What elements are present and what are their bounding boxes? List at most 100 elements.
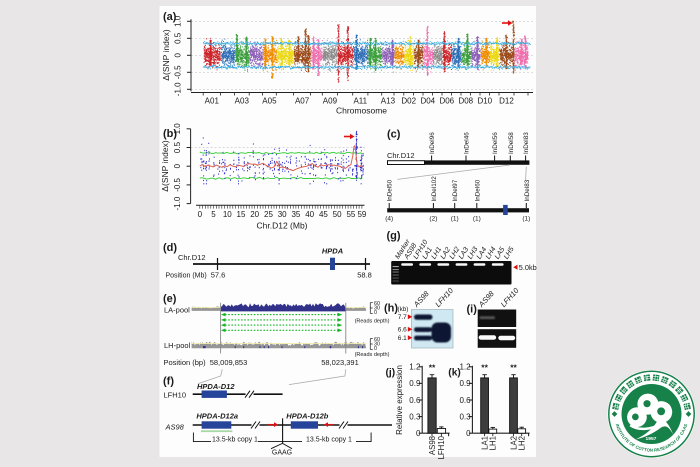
svg-text:-1.0: -1.0 — [173, 196, 182, 210]
svg-text:0.9: 0.9 — [459, 379, 471, 388]
svg-text:Chr.D12: Chr.D12 — [178, 253, 206, 262]
svg-text:-0.5: -0.5 — [174, 65, 183, 79]
svg-text:InDel46: InDel46 — [464, 132, 471, 154]
svg-text:(Reads depth): (Reads depth) — [355, 318, 390, 324]
svg-text:15: 15 — [237, 210, 246, 219]
svg-text:InDel83: InDel83 — [524, 179, 531, 201]
svg-text:InDel102: InDel102 — [431, 176, 438, 202]
svg-text:10: 10 — [223, 210, 232, 219]
svg-text:50: 50 — [333, 210, 342, 219]
svg-text:0: 0 — [198, 210, 203, 219]
svg-text:5: 5 — [211, 210, 216, 219]
svg-text:InDel83: InDel83 — [523, 132, 530, 154]
svg-text:0.3: 0.3 — [459, 412, 471, 421]
svg-text:A03: A03 — [235, 96, 250, 105]
svg-text:Chr.D12 (Mb): Chr.D12 (Mb) — [256, 221, 307, 231]
svg-text:60: 60 — [374, 301, 380, 307]
svg-text:GAAG: GAAG — [272, 450, 292, 457]
svg-text:5.0kb: 5.0kb — [519, 263, 537, 272]
svg-text:D08: D08 — [458, 96, 473, 105]
svg-text:LA1: LA1 — [480, 436, 489, 450]
svg-text:A05: A05 — [262, 96, 277, 105]
svg-text:0: 0 — [173, 163, 182, 168]
svg-text:LH1: LH1 — [489, 436, 498, 450]
svg-text:(e): (e) — [163, 293, 177, 305]
svg-text:(i): (i) — [467, 304, 478, 316]
svg-text:InDel96: InDel96 — [429, 132, 436, 154]
svg-text:(c): (c) — [387, 129, 401, 141]
svg-text:**: ** — [429, 363, 436, 373]
svg-text:35: 35 — [291, 210, 300, 219]
svg-text:6.6: 6.6 — [398, 327, 407, 334]
svg-text:InDel60: InDel60 — [474, 179, 481, 201]
svg-text:58,023,391: 58,023,391 — [321, 358, 359, 367]
svg-text:LFH10: LFH10 — [164, 391, 187, 400]
svg-text:(g): (g) — [387, 230, 401, 242]
svg-text:30: 30 — [374, 306, 380, 312]
svg-text:A11: A11 — [353, 96, 367, 105]
svg-text:45: 45 — [319, 210, 328, 219]
svg-text:HPDA-D12b: HPDA-D12b — [286, 412, 329, 421]
svg-text:HPDA: HPDA — [322, 247, 343, 256]
svg-text:-1.0: -1.0 — [174, 82, 183, 96]
svg-text:0.6: 0.6 — [459, 396, 471, 405]
svg-text:0.5: 0.5 — [174, 32, 183, 44]
svg-text:55: 55 — [346, 210, 355, 219]
svg-text:1.0: 1.0 — [173, 123, 182, 135]
svg-text:1.0: 1.0 — [174, 15, 183, 27]
svg-text:57.6: 57.6 — [211, 271, 226, 280]
svg-text:0: 0 — [416, 429, 421, 438]
svg-text:AS98: AS98 — [428, 436, 437, 455]
svg-text:(d): (d) — [163, 242, 177, 254]
svg-text:LA-pool: LA-pool — [164, 306, 190, 315]
svg-text:60: 60 — [374, 337, 380, 343]
svg-text:(kb): (kb) — [398, 306, 409, 313]
svg-text:13.5-kb copy 1: 13.5-kb copy 1 — [212, 437, 258, 444]
svg-text:A07: A07 — [295, 96, 310, 105]
svg-text:LA2: LA2 — [509, 436, 518, 450]
svg-text:(h): (h) — [384, 303, 398, 315]
svg-text:(4): (4) — [385, 216, 393, 223]
svg-text:0.9: 0.9 — [409, 379, 421, 388]
svg-text:0: 0 — [174, 53, 183, 58]
svg-text:AS98: AS98 — [165, 423, 185, 432]
svg-text:6.1: 6.1 — [398, 335, 407, 342]
svg-text:HPDA-D12: HPDA-D12 — [197, 382, 235, 391]
svg-text:Δ(SNP index): Δ(SNP index) — [161, 29, 171, 81]
svg-text:1.2: 1.2 — [409, 363, 421, 372]
svg-text:13.5-kb copy 1: 13.5-kb copy 1 — [306, 437, 352, 444]
svg-text:(Reads depth): (Reads depth) — [355, 352, 390, 358]
svg-text:0: 0 — [374, 346, 377, 352]
svg-text:0: 0 — [466, 429, 471, 438]
svg-text:-0.5: -0.5 — [173, 177, 182, 191]
svg-text:Relative expression: Relative expression — [395, 365, 404, 435]
svg-text:InDel97: InDel97 — [452, 179, 459, 201]
svg-text:58,009,853: 58,009,853 — [210, 358, 248, 367]
svg-text:(j): (j) — [386, 368, 396, 379]
svg-text:InDel50: InDel50 — [387, 179, 394, 201]
svg-text:D12: D12 — [499, 96, 514, 105]
svg-text:**: ** — [481, 363, 488, 373]
svg-text:(2): (2) — [429, 216, 437, 223]
svg-text:(1): (1) — [522, 216, 530, 223]
svg-text:(k): (k) — [448, 368, 460, 379]
svg-text:1.2: 1.2 — [459, 363, 471, 372]
svg-text:Chr.D12: Chr.D12 — [387, 151, 415, 160]
svg-text:7.7: 7.7 — [398, 314, 407, 321]
svg-text:(1): (1) — [473, 216, 481, 223]
svg-text:0.6: 0.6 — [409, 396, 421, 405]
svg-text:(b): (b) — [163, 128, 177, 140]
svg-text:0: 0 — [374, 310, 377, 316]
svg-text:40: 40 — [305, 210, 314, 219]
svg-text:A13: A13 — [381, 96, 396, 105]
svg-text:D10: D10 — [477, 96, 492, 105]
svg-text:(f): (f) — [163, 376, 174, 388]
svg-text:LH2: LH2 — [518, 436, 527, 450]
svg-text:Position (Mb): Position (Mb) — [166, 273, 207, 280]
svg-text:HPDA-D12a: HPDA-D12a — [196, 412, 238, 421]
svg-text:InDel56: InDel56 — [492, 132, 499, 154]
svg-text:1957: 1957 — [645, 436, 656, 442]
svg-text:LFH10: LFH10 — [437, 435, 446, 459]
svg-text:LH-pool: LH-pool — [164, 341, 191, 350]
svg-text:InDel58: InDel58 — [508, 132, 515, 154]
